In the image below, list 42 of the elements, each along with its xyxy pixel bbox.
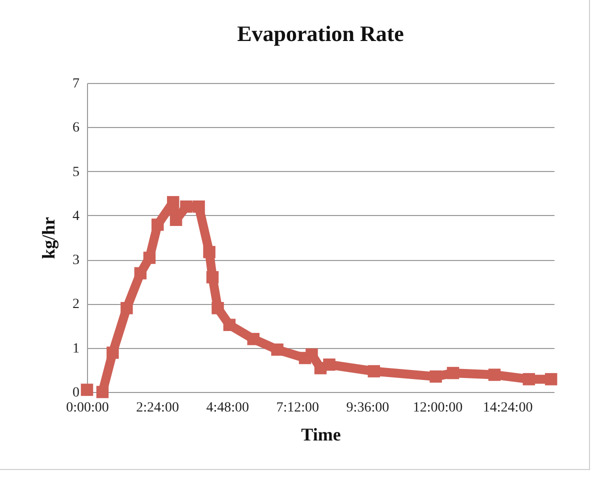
point: [143, 252, 156, 264]
point: [106, 346, 119, 359]
point: [212, 302, 224, 314]
y-tick-label: 7: [72, 76, 80, 92]
point: [488, 368, 501, 381]
point: [446, 366, 460, 380]
x-axis-title: Time: [301, 424, 341, 444]
y-axis-title: kg/hr: [38, 216, 58, 260]
x-tick-label: 12:00:00: [412, 400, 463, 416]
point: [170, 214, 182, 226]
point: [544, 373, 558, 386]
point: [96, 386, 109, 398]
point: [180, 200, 192, 213]
y-tick-label: 4: [72, 208, 80, 224]
y-tick-label: 0: [72, 386, 80, 400]
y-tick-label: 5: [72, 164, 80, 180]
point: [192, 200, 205, 213]
point: [120, 302, 133, 314]
point: [152, 218, 164, 231]
point: [522, 373, 536, 386]
point: [134, 267, 147, 280]
x-tick-label: 14:24:00: [482, 400, 533, 416]
point: [223, 318, 236, 332]
point: [203, 246, 216, 258]
y-tick-label: 2: [72, 297, 80, 312]
point: [323, 358, 336, 371]
x-tick-label: 7:12:00: [276, 400, 320, 416]
point: [206, 271, 219, 284]
point: [247, 332, 260, 346]
point: [430, 370, 442, 383]
x-tick-label: 4:48:00: [206, 400, 249, 416]
point: [80, 384, 94, 396]
x-tick-label: 0:00:00: [66, 400, 109, 416]
point: [368, 365, 380, 378]
y-tick-label: 6: [72, 120, 80, 136]
x-tick-label: 9:36:00: [346, 400, 390, 416]
y-tick-label: 3: [72, 253, 80, 268]
y-tick-label: 1: [72, 341, 80, 356]
point: [166, 196, 180, 208]
chart-title: Evaporation Rate: [237, 21, 404, 46]
x-tick-label: 2:24:00: [136, 400, 179, 416]
point: [271, 344, 284, 356]
